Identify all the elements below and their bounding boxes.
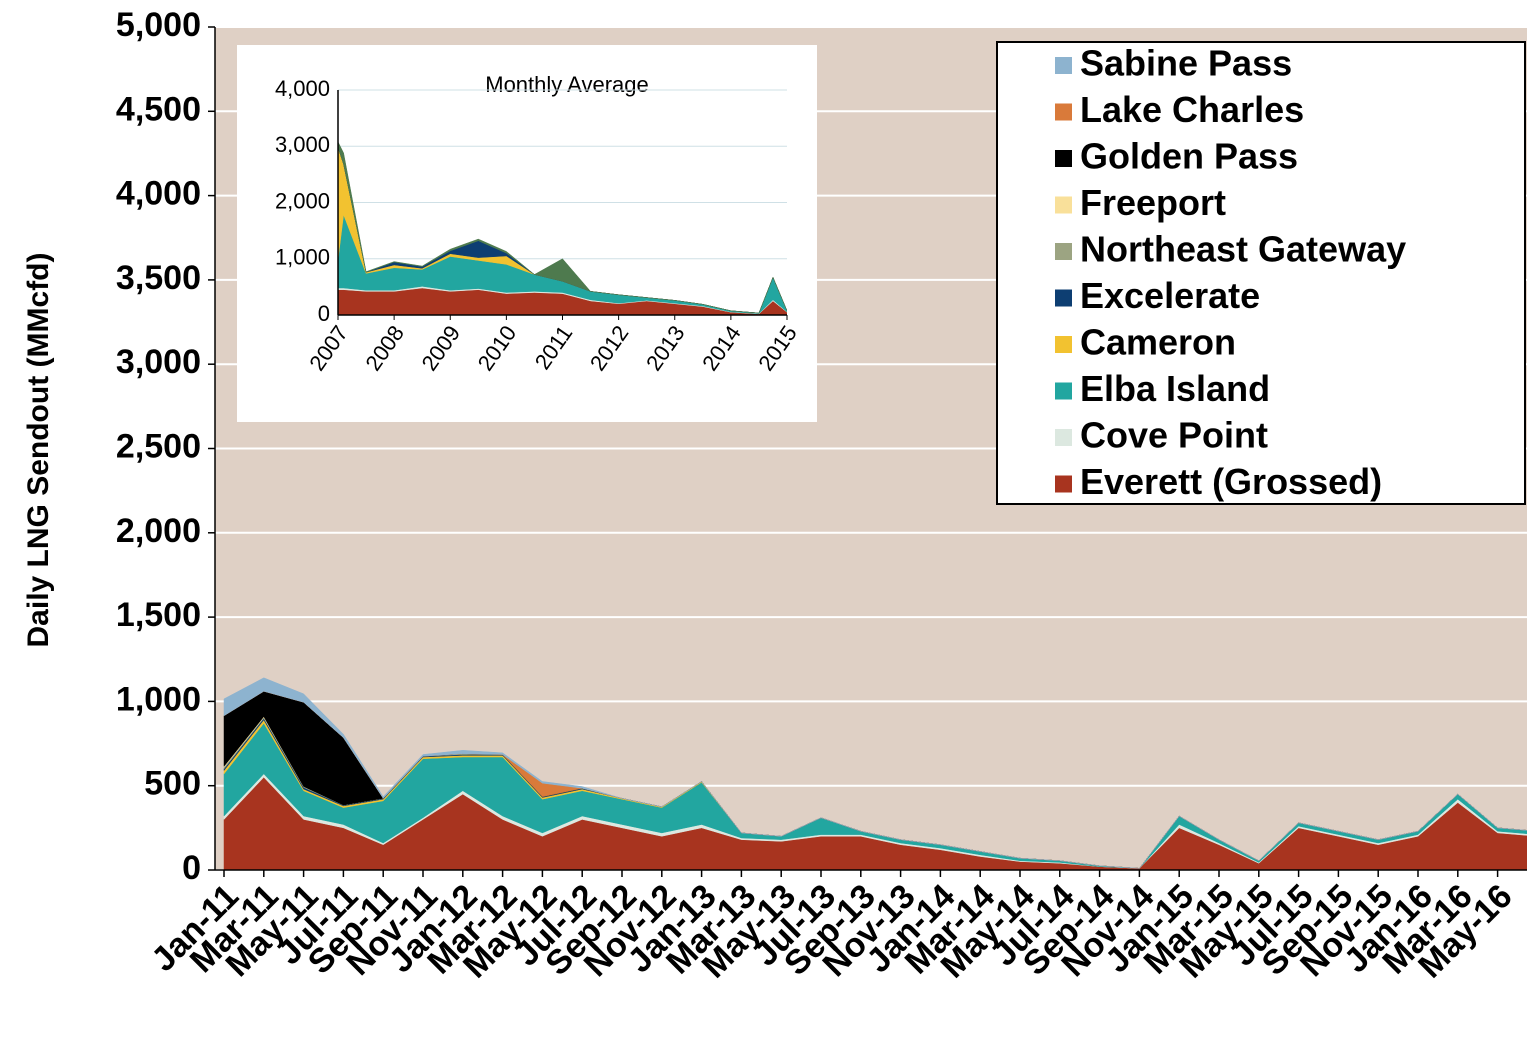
inset-y-tick-label: 0 [318,301,330,326]
inset-title: Monthly Average [485,72,648,97]
legend-swatch [1055,57,1072,74]
inset-y-tick-label: 3,000 [275,132,330,157]
y-axis-title: Daily LNG Sendout (MMcfd) [22,253,55,648]
legend-swatch [1055,150,1072,167]
legend-swatch [1055,243,1072,260]
legend-label: Everett (Grossed) [1080,461,1382,502]
legend-label: Northeast Gateway [1080,229,1406,270]
y-tick-label: 4,500 [116,90,201,128]
legend-box [996,41,1526,505]
legend-swatch [1055,429,1072,446]
legend-label: Golden Pass [1080,136,1298,177]
inset-y-tick-label: 1,000 [275,245,330,270]
legend-swatch [1055,336,1072,353]
inset-y-tick-label: 2,000 [275,188,330,213]
legend-label: Elba Island [1080,368,1270,409]
y-tick-label: 1,500 [116,596,201,634]
y-tick-label: 500 [144,765,201,803]
y-tick-label: 0 [182,849,201,887]
y-tick-label: 2,500 [116,427,201,465]
legend-swatch [1055,382,1072,400]
legend-label: Sabine Pass [1080,43,1292,84]
legend-label: Freeport [1080,182,1226,223]
y-tick-label: 4,000 [116,175,201,213]
legend-label: Cove Point [1080,415,1268,456]
y-tick-label: 3,500 [116,259,201,297]
legend-swatch [1055,196,1072,214]
inset-y-tick-label: 4,000 [275,76,330,101]
area [223,677,1527,869]
y-tick-label: 1,000 [116,680,201,718]
y-tick-label: 2,000 [116,512,201,550]
legend-label: Cameron [1080,322,1236,363]
area [338,141,787,314]
y-tick-label: 3,000 [116,343,201,381]
legend-label: Lake Charles [1080,89,1304,130]
y-tick-label: 5,000 [116,6,201,44]
legend-swatch [1055,103,1072,121]
legend-swatch [1055,289,1072,307]
legend-swatch [1055,475,1072,493]
legend-label: Excelerate [1080,275,1260,316]
inset-background [237,45,817,422]
inset-areas [338,141,787,316]
